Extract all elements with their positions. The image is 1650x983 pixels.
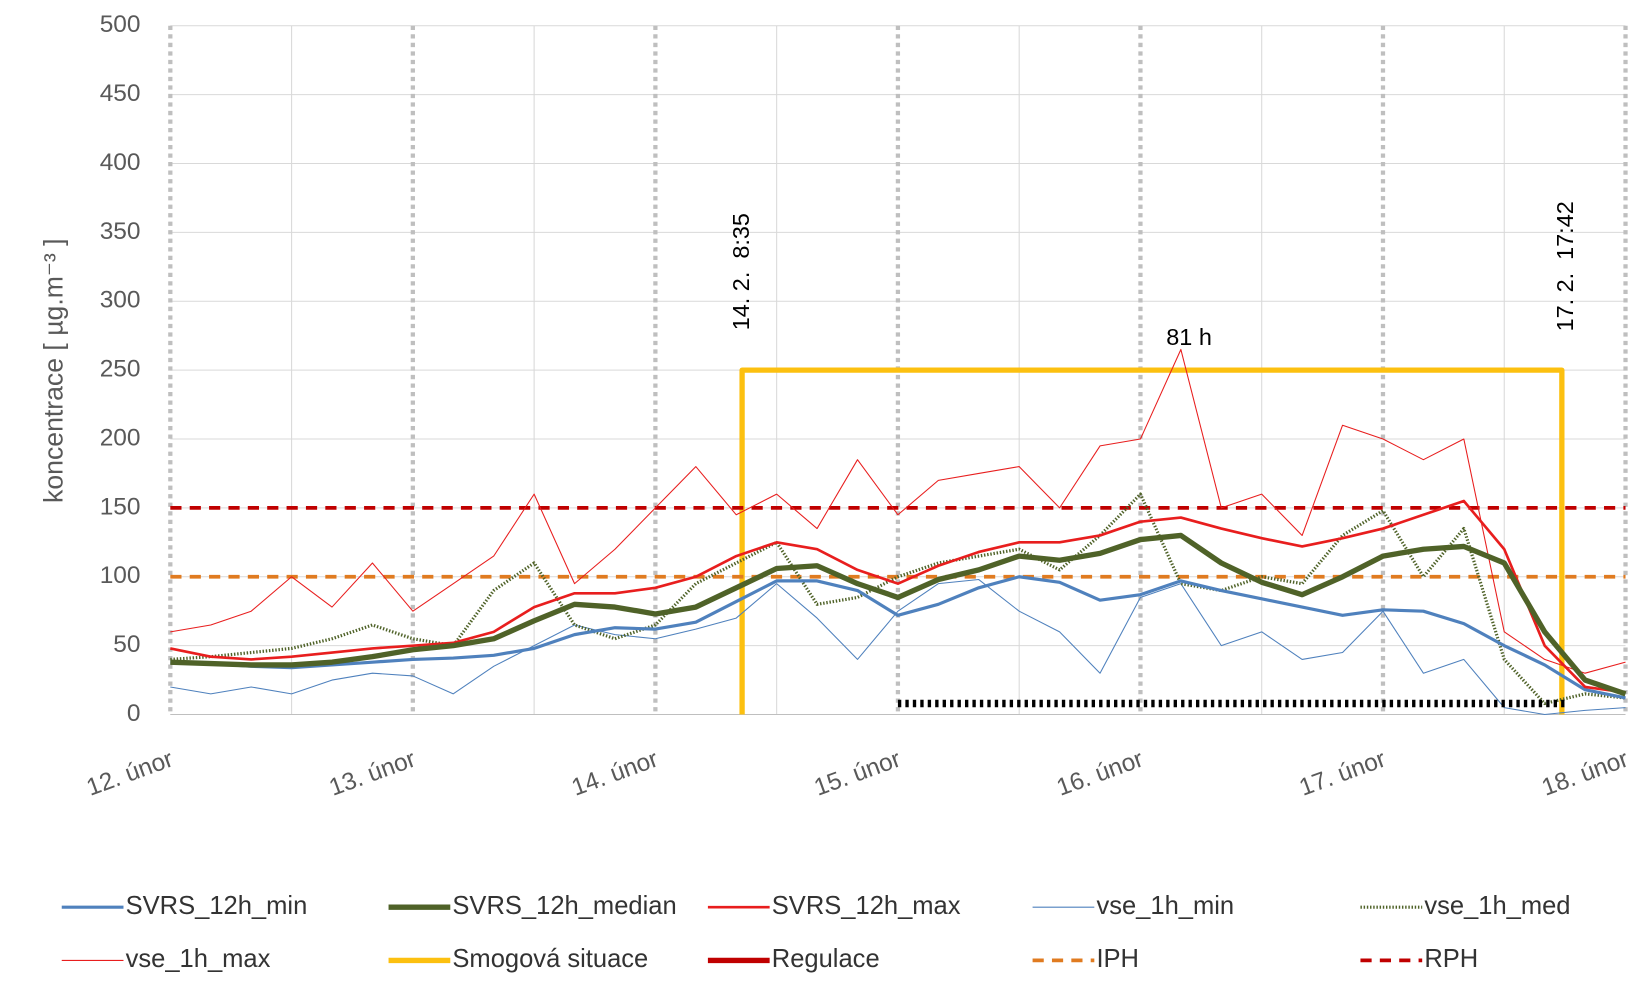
- y-tick-label: 400: [100, 149, 141, 176]
- legend-label: IPH: [1096, 945, 1139, 973]
- annotation: 14. 2. 8:35: [728, 213, 754, 330]
- legend-label: SVRS_12h_max: [772, 892, 961, 920]
- y-tick-label: 200: [100, 424, 141, 451]
- y-tick-label: 250: [100, 356, 141, 383]
- annotation: 17. 2. 17:42: [1552, 201, 1578, 331]
- y-tick-label: 100: [100, 562, 141, 589]
- x-tick-label: 12. únor: [83, 746, 177, 802]
- annotation: 81 h: [1166, 324, 1212, 350]
- x-tick-label: 15. únor: [811, 746, 905, 802]
- legend-label: SVRS_12h_min: [126, 892, 308, 920]
- y-tick-label: 0: [127, 700, 141, 727]
- y-tick-label: 50: [113, 631, 140, 658]
- legend-label: vse_1h_min: [1096, 892, 1234, 920]
- x-tick-label: 17. únor: [1296, 746, 1390, 802]
- y-tick-label: 450: [100, 80, 141, 107]
- legend-label: vse_1h_max: [126, 945, 271, 973]
- y-tick-label: 500: [100, 11, 141, 38]
- series-line: [170, 532, 1627, 697]
- legend-label: Regulace: [772, 945, 880, 973]
- series-line: [170, 492, 1626, 706]
- legend-label: vse_1h_med: [1424, 892, 1570, 920]
- series-line: [170, 499, 1626, 694]
- series-line: [739, 367, 1565, 715]
- x-tick-label: 13. únor: [326, 746, 420, 802]
- x-tick-label: 16. únor: [1053, 746, 1147, 802]
- series-line: [170, 348, 1626, 674]
- y-tick-label: 300: [100, 287, 141, 314]
- legend-label: Smogová situace: [452, 945, 648, 973]
- y-tick-label: 350: [100, 218, 141, 245]
- y-tick-label: 150: [100, 493, 141, 520]
- legend-label: RPH: [1424, 945, 1478, 973]
- x-tick-label: 18. únor: [1538, 746, 1632, 802]
- legend-label: SVRS_12h_median: [452, 892, 676, 920]
- series-line: [170, 575, 1626, 700]
- y-axis-label: koncentrace [ µg.m⁻³ ]: [38, 238, 68, 503]
- x-tick-label: 14. únor: [568, 746, 662, 802]
